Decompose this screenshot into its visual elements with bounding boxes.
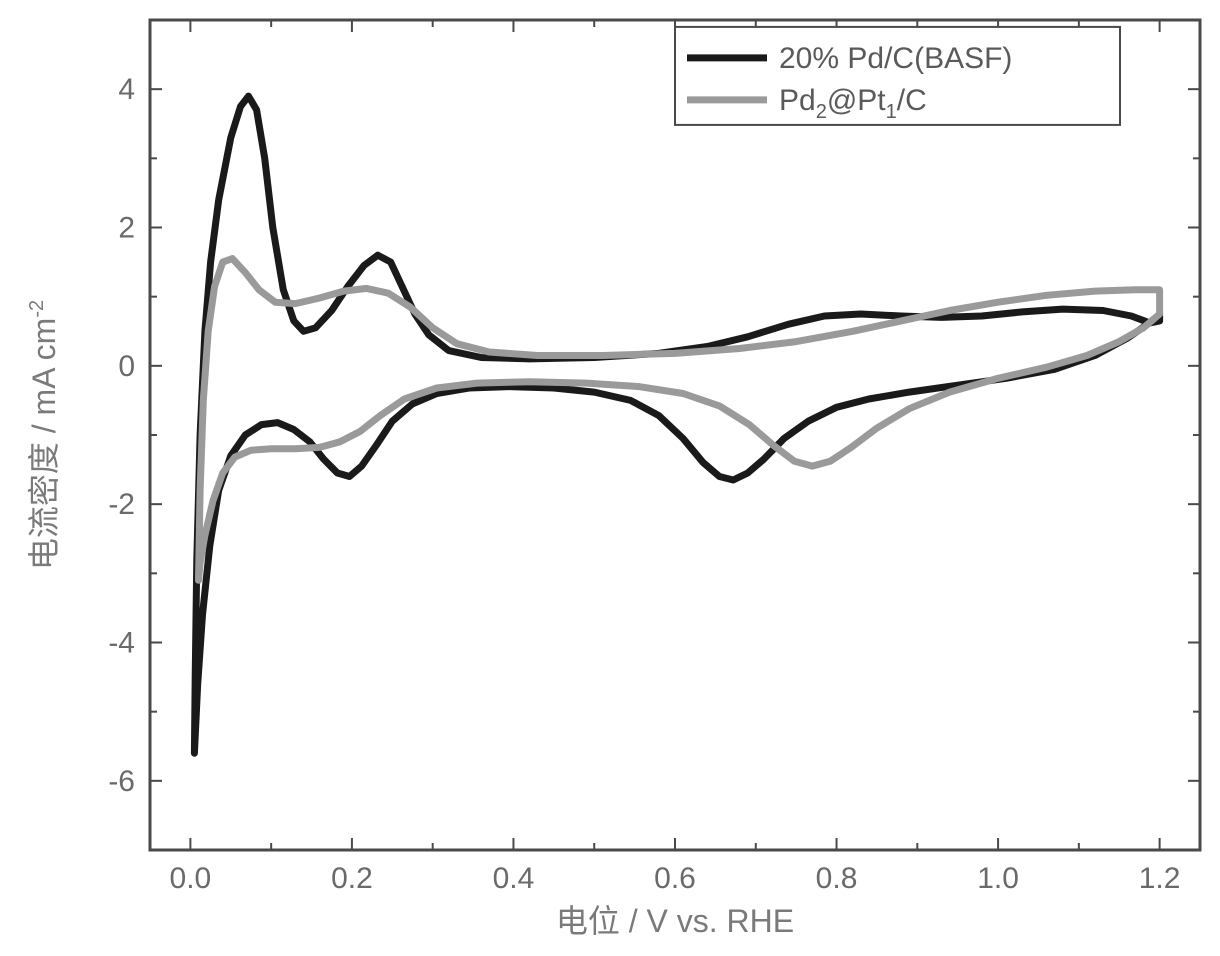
x-axis-label: 电位 / V vs. RHE (556, 903, 794, 939)
xtick-label: 0.6 (654, 862, 696, 895)
ytick-label: 2 (118, 212, 135, 245)
xtick-label: 0.0 (170, 862, 212, 895)
ytick-label: 4 (118, 73, 135, 106)
ytick-label: 0 (118, 350, 135, 383)
xtick-label: 0.4 (493, 862, 535, 895)
xtick-label: 1.0 (977, 862, 1019, 895)
y-axis-label: 电流密度 / mA cm-2 (26, 300, 62, 570)
xtick-label: 0.8 (816, 862, 858, 895)
ytick-label: -6 (108, 765, 135, 798)
xtick-label: 1.2 (1139, 862, 1181, 895)
cv-chart: 0.0 0.2 0.4 0.6 0.8 1.0 1.2 -6 -4 -2 0 2 4 电位 / V vs.… (0, 0, 1220, 956)
ytick-label: -2 (108, 488, 135, 521)
legend-label: 20% Pd/C(BASF) (779, 42, 1012, 75)
chart-svg: 0.0 0.2 0.4 0.6 0.8 1.0 1.2 -6 -4 -2 0 2 4 电位 / V vs.… (0, 0, 1220, 956)
ytick-label: -4 (108, 627, 135, 660)
xtick-label: 0.2 (331, 862, 373, 895)
